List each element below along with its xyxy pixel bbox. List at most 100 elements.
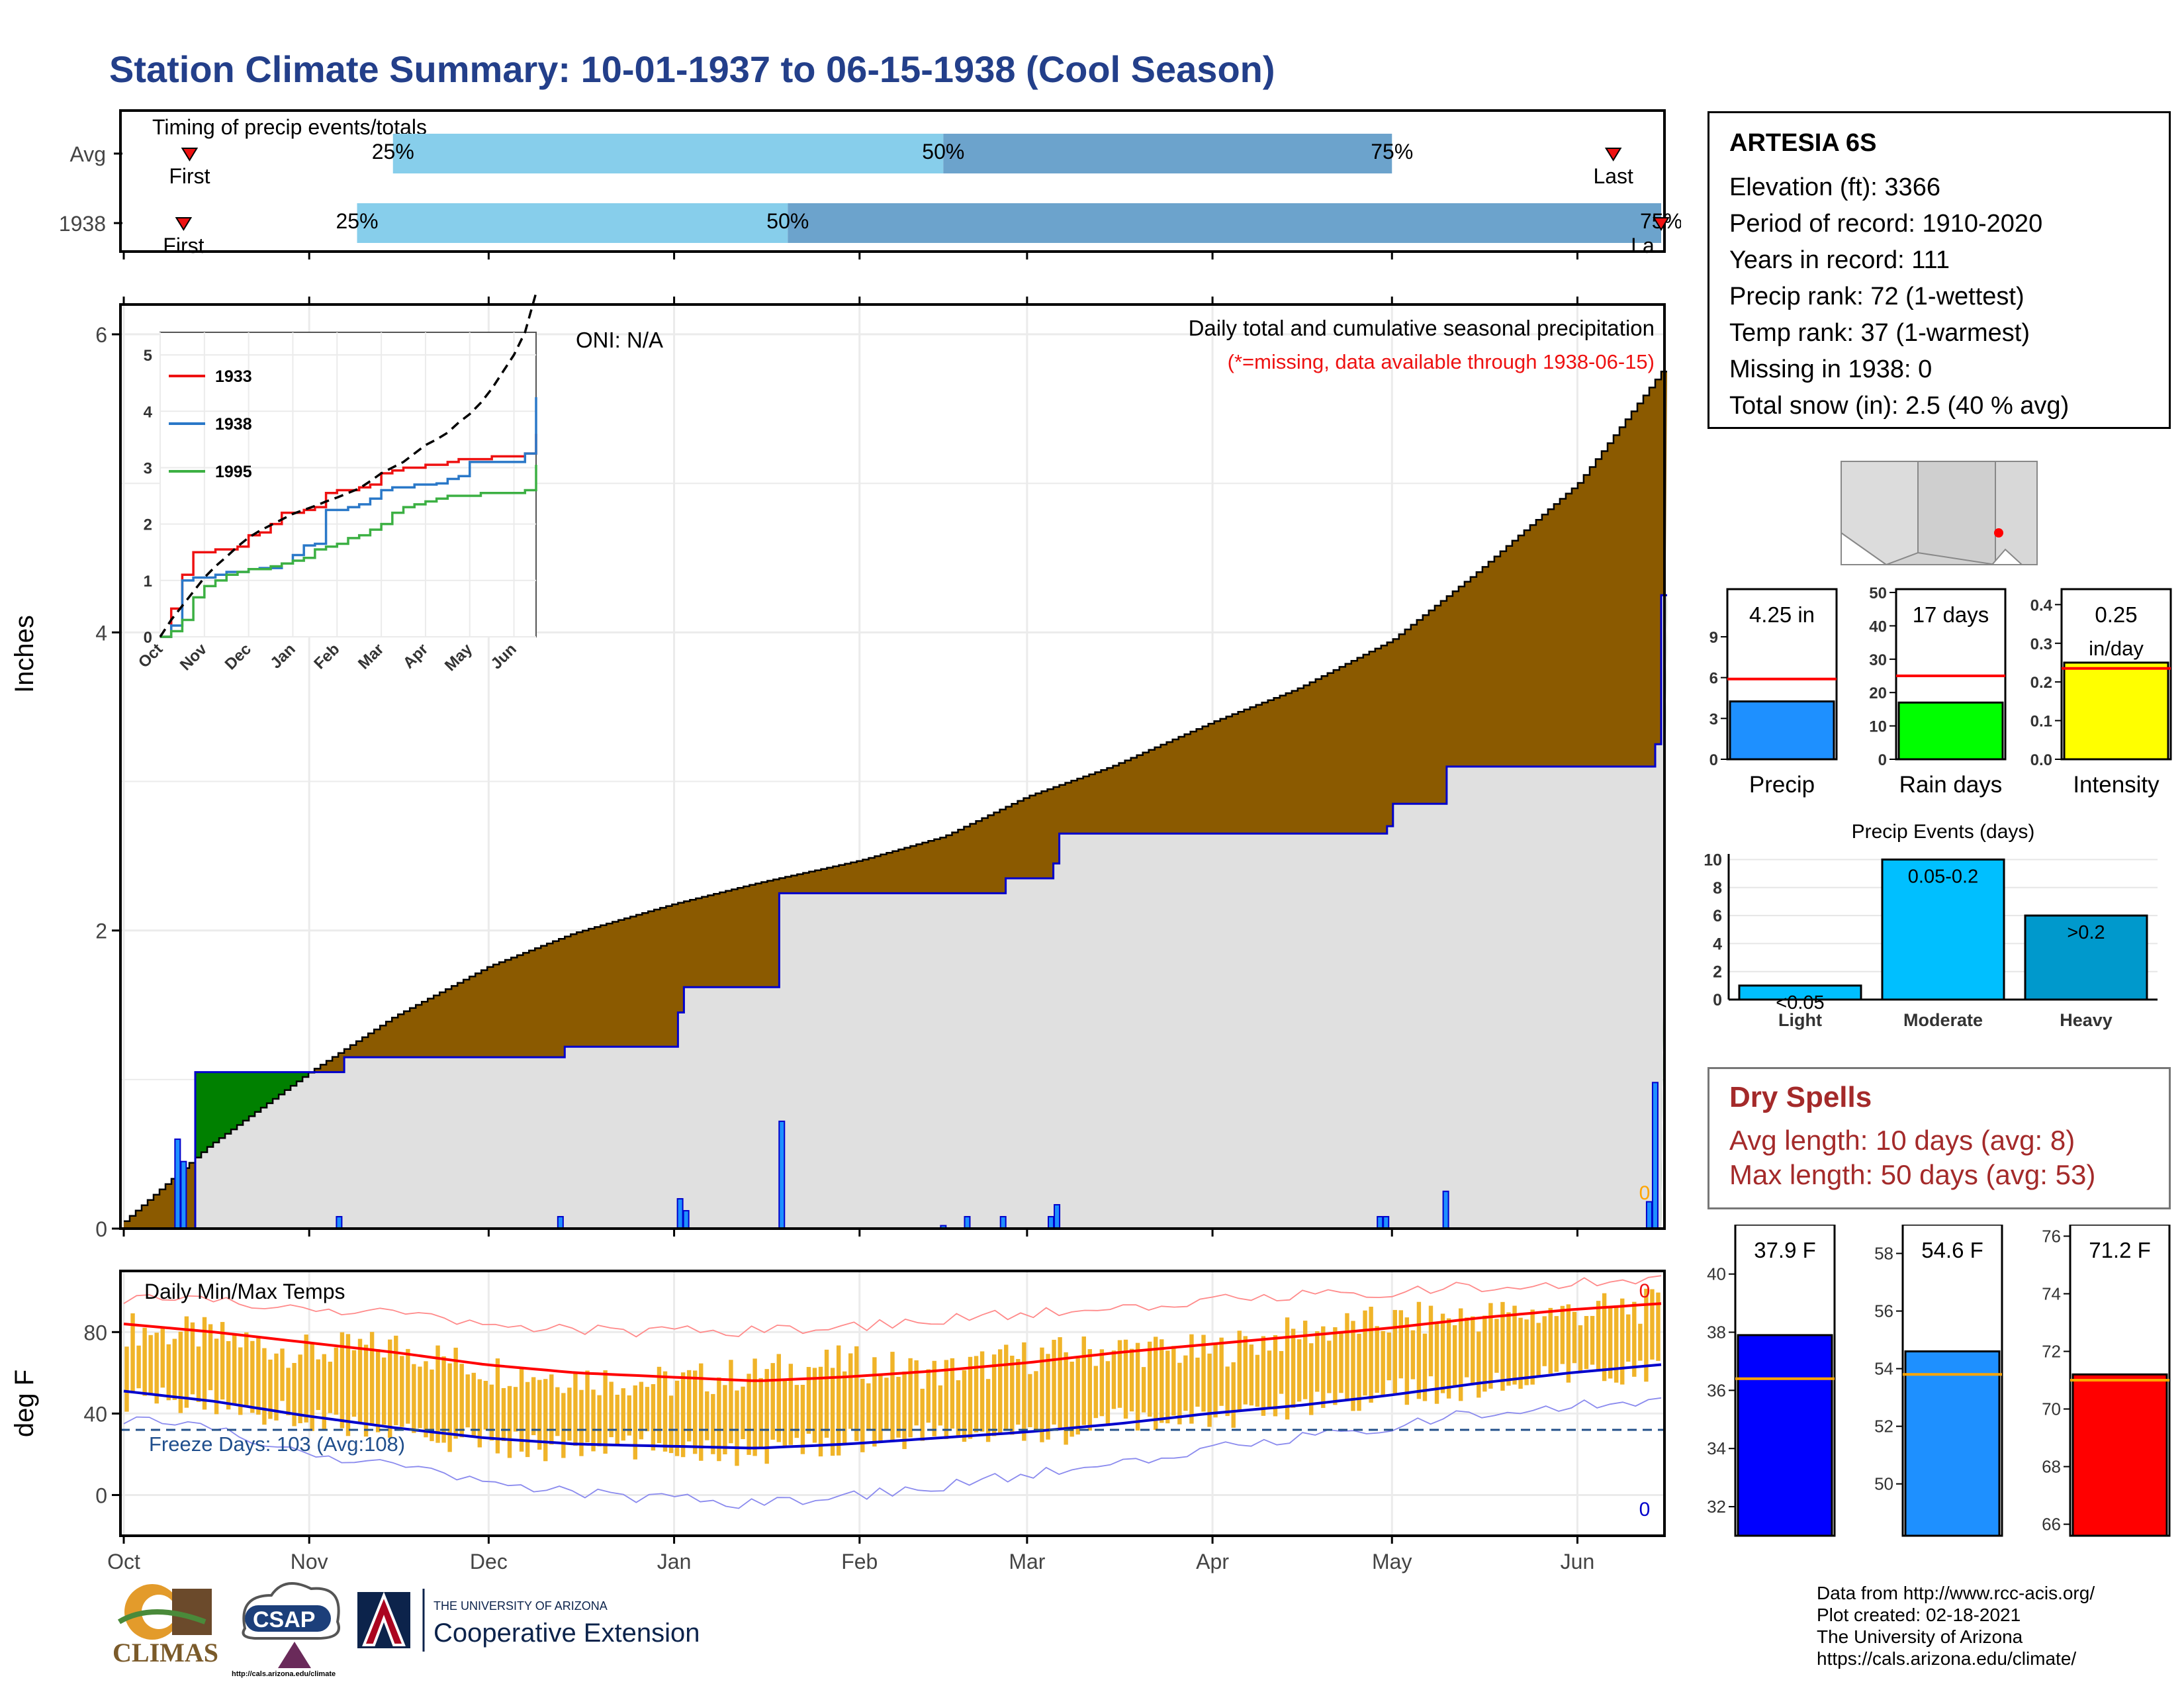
ua-logo: THE UNIVERSITY OF ARIZONA Cooperative Ex… (357, 1589, 700, 1652)
temp-daily-bar-12 (196, 1346, 201, 1402)
temp-daily-bar-138 (950, 1358, 955, 1429)
precip-daily-bar-14 (1442, 1190, 1449, 1230)
temp-frame (119, 1270, 1666, 1537)
temp-daily-bar-23 (262, 1348, 267, 1425)
temp-daily-bar-102 (735, 1390, 739, 1466)
temp-daily-bar-40 (363, 1344, 369, 1437)
temp-daily-bar-186 (1237, 1331, 1242, 1411)
temp-daily-bar-85 (633, 1385, 638, 1460)
temp-daily-bar-26 (280, 1348, 285, 1401)
timing-q25-label-0: 25% (372, 140, 414, 164)
precip-avg-cumulative-line (124, 371, 1667, 1222)
events-y-tick-label-3: 6 (1713, 907, 1722, 925)
temp-daily-bar-235 (1530, 1309, 1535, 1385)
temp-daily-bar-201 (1327, 1340, 1332, 1393)
temp-daily-bar-203 (1339, 1332, 1343, 1393)
temp-daily-bar-0 (124, 1346, 129, 1412)
temp-daily-bar-248 (1608, 1307, 1613, 1379)
temp-daily-bar-244 (1584, 1316, 1589, 1370)
dry-spells-max: Max length: 50 days (avg: 53) (1729, 1159, 2096, 1190)
summary-panel-2-y-tick-label-0: 0.0 (2030, 751, 2052, 769)
precip-common-area (124, 595, 1667, 1229)
tsum-panel-1-y-tick-label-3: 56 (1874, 1301, 1893, 1321)
temp-daily-bar-93 (680, 1372, 686, 1458)
temp-daily-bar-2 (136, 1345, 141, 1389)
dry-spells-heading: Dry Spells (1729, 1081, 1872, 1113)
temp-daily-bar-51 (430, 1369, 434, 1442)
tsum-panel-0-y-tick-label-3: 38 (1707, 1323, 1726, 1342)
temp-daily-bar-214 (1404, 1317, 1410, 1405)
footer-line-university: The University of Arizona (1817, 1626, 2023, 1647)
precip-daily-bar-0 (174, 1138, 181, 1229)
temp-daily-bar-36 (340, 1332, 345, 1429)
temp-daily-bar-66 (519, 1368, 524, 1452)
temp-daily-bar-4 (148, 1335, 153, 1395)
temp-daily-bar-172 (1154, 1336, 1158, 1430)
temp-daily-bar-38 (351, 1350, 357, 1417)
temp-daily-bar-256 (1656, 1292, 1661, 1361)
temp-daily-bar-64 (507, 1385, 512, 1458)
temp-daily-bar-130 (902, 1371, 907, 1450)
temp-daily-bar-245 (1590, 1315, 1595, 1365)
summary-panel-1-y-tick-label-4: 40 (1869, 618, 1887, 635)
temp-daily-bar-42 (375, 1349, 381, 1432)
temp-freeze-days-label: Freeze Days: 103 (Avg:108) (149, 1432, 405, 1456)
temp-daily-bar-95 (693, 1370, 698, 1454)
summary-panel-1-y-tick-label-3: 30 (1869, 651, 1887, 669)
timing-row-label-0: Avg (69, 142, 106, 166)
temp-daily-bar-131 (908, 1358, 913, 1438)
timing-chart: Timing of precip events/totals Avg 25% 50% 7… (59, 109, 1681, 259)
temp-daily-bar-126 (878, 1373, 883, 1443)
footer-line-url: https://cals.arizona.edu/climate/ (1817, 1648, 2077, 1669)
summary-panel-2-y-tick-label-2: 0.2 (2030, 674, 2052, 692)
temp-daily-bar-116 (818, 1366, 823, 1457)
temp-daily-bar-157 (1064, 1352, 1068, 1445)
temp-daily-bar-229 (1494, 1319, 1499, 1373)
temp-x-tick-label-6: Apr (1196, 1550, 1229, 1573)
temp-daily-bar-217 (1422, 1333, 1428, 1401)
temp-daily-bar-234 (1524, 1319, 1529, 1385)
timing-q25-label-1: 25% (336, 209, 378, 233)
temp-daily-bar-32 (316, 1359, 320, 1411)
footer-line-data: Data from http://www.rcc-acis.org/ (1817, 1583, 2095, 1603)
temp-daily-bar-43 (381, 1357, 387, 1425)
precip-subtitle: (*=missing, data available through 1938-… (1228, 350, 1655, 373)
temp-daily-bar-255 (1650, 1289, 1655, 1360)
temp-daily-bar-222 (1452, 1325, 1457, 1387)
precip-daily-bar-2 (336, 1215, 343, 1229)
temp-daily-bar-221 (1446, 1318, 1451, 1399)
temp-daily-bar-177 (1183, 1355, 1188, 1411)
temp-daily-bar-169 (1135, 1342, 1140, 1431)
temp-daily-bar-119 (836, 1345, 841, 1456)
dry-spells-avg: Avg length: 10 days (avg: 8) (1729, 1125, 2075, 1156)
temp-daily-bar-238 (1548, 1307, 1553, 1374)
temp-daily-bar-242 (1572, 1311, 1577, 1364)
tsum-panel-2-y-tick-label-3: 72 (2042, 1341, 2061, 1361)
temp-daily-bar-31 (310, 1343, 314, 1431)
inset-y-tick-label-1: 1 (144, 573, 152, 590)
temp-daily-bar-218 (1428, 1305, 1433, 1377)
temp-daily-bar-153 (1040, 1347, 1044, 1442)
temp-daily-bar-190 (1261, 1336, 1266, 1416)
precip-chart: 0 2 4 6 Inches Daily total and cumulative sea… (10, 292, 1667, 1241)
temp-daily-bar-191 (1267, 1350, 1272, 1408)
temp-daily-bar-134 (926, 1369, 931, 1423)
temp-daily-bar-18 (232, 1334, 237, 1404)
temp-daily-bar-139 (956, 1380, 961, 1436)
timing-first-label-1: First (163, 234, 204, 258)
events-bar-label-2: >0.2 (2067, 922, 2105, 943)
summary-panel-1-y-tick-label-1: 10 (1869, 718, 1887, 736)
tsum-panel-value-0: 37.9 F (1754, 1238, 1816, 1262)
temp-daily-bar-161 (1087, 1349, 1092, 1431)
temp-daily-bar-35 (334, 1347, 339, 1415)
temp-daily-bar-47 (406, 1348, 410, 1424)
events-bar-label-1: 0.05-0.2 (1908, 866, 1978, 887)
temp-x-tick-label-0: Oct (107, 1550, 140, 1573)
events-y-tick-label-5: 10 (1704, 851, 1722, 869)
temp-daily-bar-108 (770, 1363, 775, 1440)
tsum-panel-1-y-tick-label-4: 58 (1874, 1244, 1893, 1264)
temp-daily-bar-10 (184, 1316, 189, 1408)
inset-y-tick-label-2: 2 (144, 516, 152, 534)
temp-x-tick-label-1: Nov (291, 1550, 328, 1573)
tsum-panel-2-y-tick-label-0: 66 (2042, 1515, 2061, 1534)
